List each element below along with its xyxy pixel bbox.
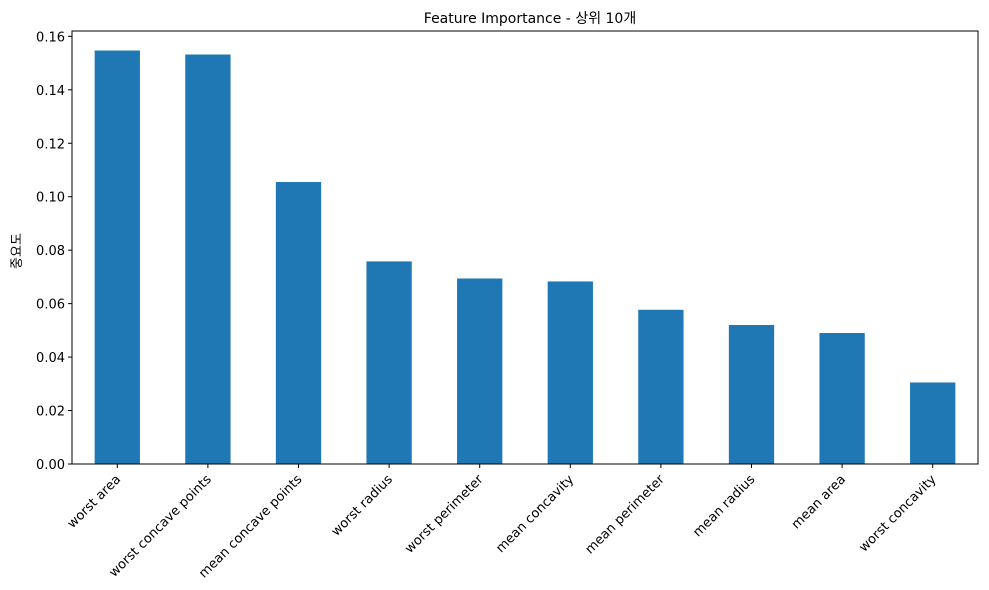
x-tick-label: worst concave points — [106, 472, 214, 580]
x-tick-label: mean concavity — [493, 472, 577, 556]
x-tick-label: worst area — [65, 472, 124, 531]
x-tick-label: mean area — [789, 472, 849, 532]
x-tick-label: mean radius — [690, 472, 758, 540]
chart-title: Feature Importance - 상위 10개 — [424, 11, 636, 27]
x-tick-label: mean perimeter — [583, 472, 669, 558]
plot-frame — [71, 30, 979, 465]
y-tick-label: 0.12 — [36, 137, 65, 152]
bar-mean-concave-points — [275, 182, 322, 464]
y-tick-label: 0.02 — [36, 405, 65, 420]
bar-worst-area — [94, 50, 140, 465]
bar-mean-area — [819, 333, 865, 464]
y-tick-label: 0.10 — [36, 191, 65, 206]
bar-worst-radius — [366, 261, 412, 464]
y-tick-label: 0.04 — [36, 351, 65, 366]
y-tick-label: 0.00 — [36, 458, 65, 473]
y-axis-label: 중요도 — [10, 233, 25, 269]
bar-mean-perimeter — [638, 309, 684, 464]
x-tick-label: mean concave points — [196, 472, 305, 581]
y-tick-label: 0.08 — [36, 244, 65, 259]
y-axis: 0.00 0.02 0.04 0.06 0.08 0.10 0.12 0.14 0.16 — [36, 30, 72, 473]
bar-worst-concavity — [910, 382, 956, 464]
x-tick-label: worst concavity — [856, 472, 939, 555]
bar-mean-concavity — [547, 281, 593, 464]
y-tick-label: 0.16 — [36, 30, 65, 45]
bar-worst-concave-points — [185, 54, 231, 464]
y-tick-label: 0.14 — [36, 84, 65, 99]
y-tick-label: 0.06 — [36, 298, 65, 313]
bars-group — [94, 50, 956, 465]
bar-mean-radius — [728, 325, 775, 464]
x-tick-label: worst radius — [329, 472, 396, 539]
bar-worst-perimeter — [457, 278, 503, 464]
x-tick-label: worst perimeter — [402, 472, 487, 557]
